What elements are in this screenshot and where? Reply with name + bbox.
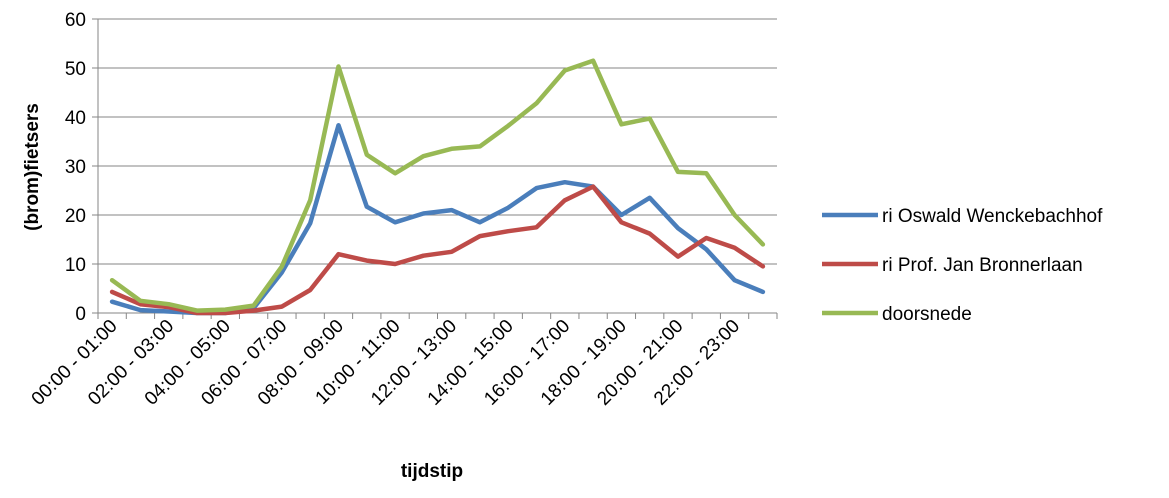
legend-label: ri Prof. Jan Bronnerlaan <box>882 255 1083 276</box>
y-tick-label: 60 <box>65 10 86 31</box>
y-tick-label: 40 <box>65 108 86 129</box>
y-tick-label: 10 <box>65 255 86 276</box>
legend: ri Oswald Wenckebachhof ri Prof. Jan Bron… <box>822 206 1103 325</box>
y-tick-label: 20 <box>65 206 86 227</box>
y-axis: 0 10 20 30 40 50 60 <box>65 10 99 325</box>
series-line <box>109 184 766 316</box>
y-axis-title: (brom)fietsers <box>22 103 43 231</box>
gridlines <box>98 18 777 265</box>
y-tick-label: 0 <box>75 304 86 325</box>
y-tick-label: 50 <box>65 59 86 80</box>
x-axis-title: tijdstip <box>401 461 463 482</box>
legend-label: doorsnede <box>882 304 972 325</box>
series-line <box>109 58 766 313</box>
legend-label: ri Oswald Wenckebachhof <box>882 206 1103 227</box>
y-tick-label: 30 <box>65 157 86 178</box>
series-lines <box>109 58 766 316</box>
